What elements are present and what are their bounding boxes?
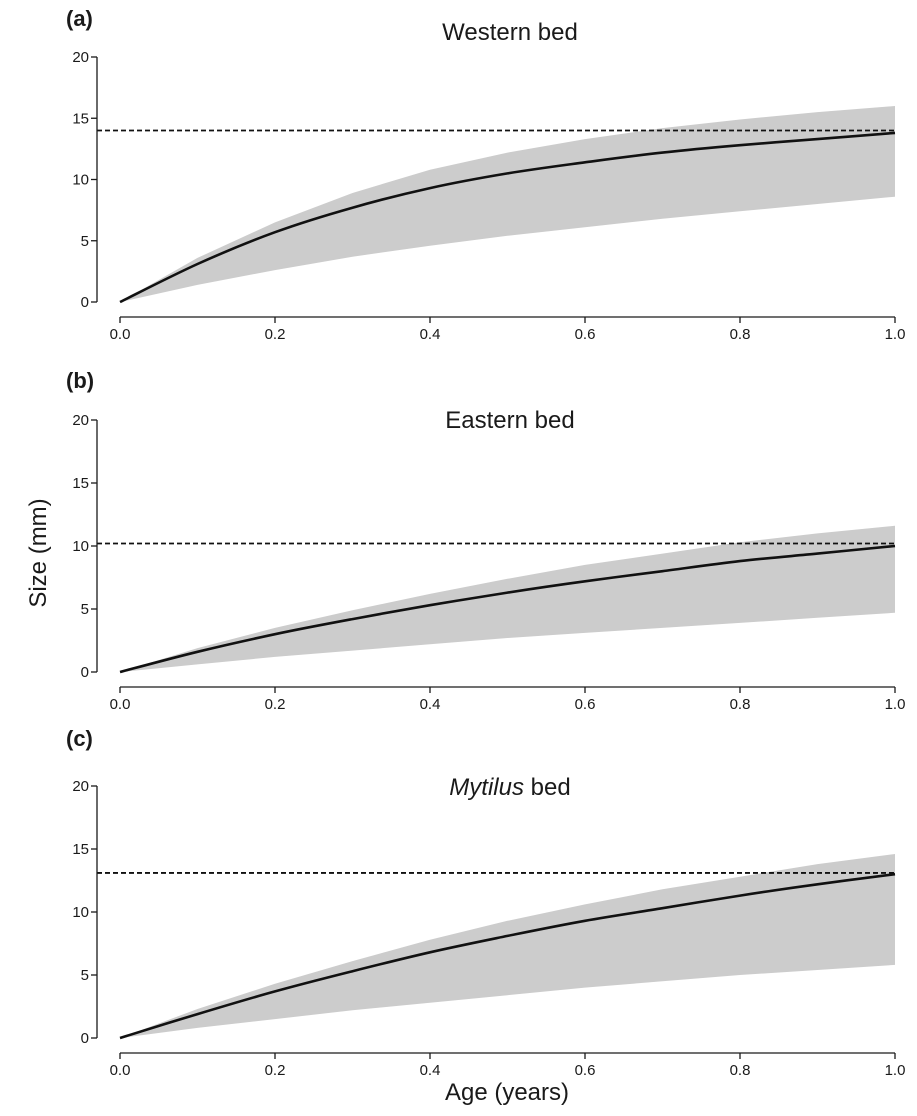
y-tick-label: 10 xyxy=(72,172,89,189)
x-tick-label: 0.8 xyxy=(730,326,751,343)
panel-letter: (a) xyxy=(66,6,93,31)
x-tick-label: 0.6 xyxy=(575,326,596,343)
panel-a: 0 5 10 15 20 0.0 0.2 0.4 0.6 0.8 1.0 (a) Western bed xyxy=(66,6,905,343)
panel-title-part: bed xyxy=(524,774,571,801)
x-tick-label: 1.0 xyxy=(885,1062,906,1079)
x-tick-label: 0.2 xyxy=(265,1062,286,1079)
growth-curve xyxy=(119,872,896,1040)
y-tick-label: 5 xyxy=(81,967,89,984)
confidence-band xyxy=(120,854,895,1038)
confidence-band xyxy=(120,106,895,302)
y-tick-label: 20 xyxy=(72,778,89,795)
x-tick-label: 0.4 xyxy=(420,696,441,713)
y-tick-label: 0 xyxy=(81,294,89,311)
y-axis-title: Size (mm) xyxy=(25,498,52,607)
panel-title: Eastern bed xyxy=(445,407,574,434)
x-tick-label: 0.6 xyxy=(575,1062,596,1079)
panel-title-part: Western bed xyxy=(442,19,578,46)
x-tick-label: 0.2 xyxy=(265,326,286,343)
x-tick-label: 0.0 xyxy=(110,696,131,713)
panel-letter: (b) xyxy=(66,368,94,393)
x-tick-label: 0.8 xyxy=(730,696,751,713)
x-tick-label: 0.2 xyxy=(265,696,286,713)
y-tick-label: 15 xyxy=(72,841,89,858)
panel-title: Mytilus bed xyxy=(449,774,570,801)
y-tick-label: 5 xyxy=(81,233,89,250)
panel-title: Western bed xyxy=(442,19,578,46)
y-tick-label: 0 xyxy=(81,1030,89,1047)
x-tick-label: 0.0 xyxy=(110,326,131,343)
x-tick-label: 1.0 xyxy=(885,696,906,713)
x-axis-title: Age (years) xyxy=(445,1079,569,1106)
x-tick-label: 0.4 xyxy=(420,1062,441,1079)
panel-title-part: Mytilus xyxy=(449,774,524,801)
x-tick-label: 0.8 xyxy=(730,1062,751,1079)
y-tick-label: 15 xyxy=(72,110,89,127)
y-tick-label: 10 xyxy=(72,538,89,555)
panel-c: 0 5 10 15 20 0.0 0.2 0.4 0.6 0.8 1.0 (c) Mytilus bed xyxy=(66,726,905,1079)
y-tick-label: 20 xyxy=(72,412,89,429)
panel-letter: (c) xyxy=(66,726,93,751)
x-tick-label: 1.0 xyxy=(885,326,906,343)
y-tick-label: 15 xyxy=(72,475,89,492)
x-tick-label: 0.0 xyxy=(110,1062,131,1079)
x-tick-label: 0.6 xyxy=(575,696,596,713)
panel-b: 0 5 10 15 20 0.0 0.2 0.4 0.6 0.8 1.0 (b) Eastern bed xyxy=(66,368,905,713)
panel-title-part: Eastern bed xyxy=(445,407,574,434)
growth-curve xyxy=(119,544,896,674)
y-tick-label: 20 xyxy=(72,49,89,66)
confidence-band xyxy=(120,525,895,672)
growth-curve xyxy=(119,131,896,304)
y-tick-label: 10 xyxy=(72,904,89,921)
y-tick-label: 5 xyxy=(81,601,89,618)
x-tick-label: 0.4 xyxy=(420,326,441,343)
y-tick-label: 0 xyxy=(81,664,89,681)
